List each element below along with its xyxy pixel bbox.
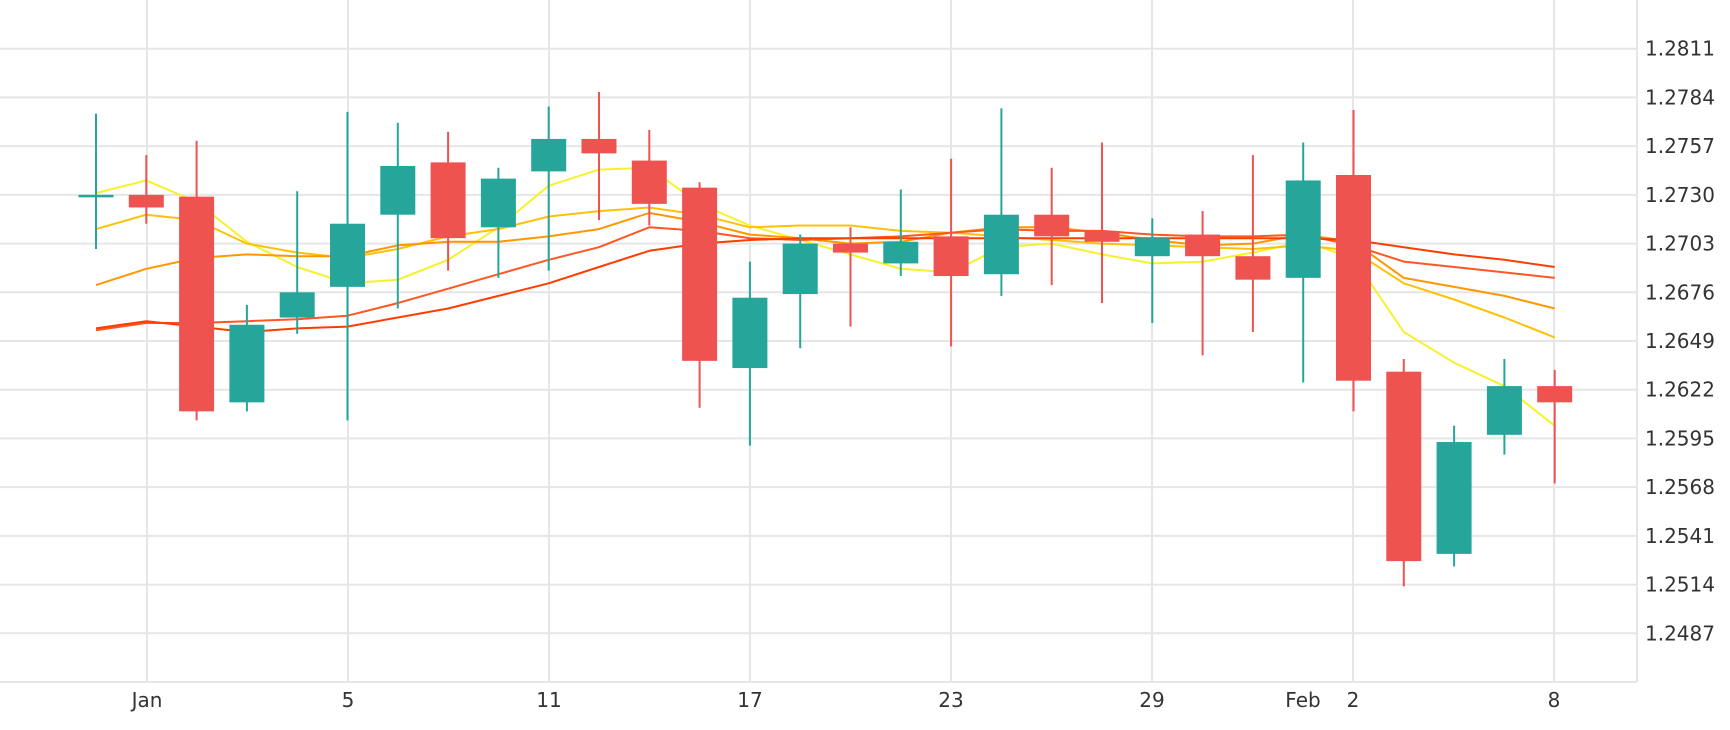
candle-body <box>1034 214 1070 237</box>
candle-body <box>682 187 718 361</box>
moving-average-layer <box>95 166 1556 427</box>
candle-body <box>1436 442 1472 554</box>
candle <box>128 155 164 224</box>
y-tick-label: 1.2676 <box>1645 280 1715 304</box>
candle <box>480 167 516 278</box>
candle-body <box>1084 230 1120 242</box>
candle-body <box>229 324 265 403</box>
x-tick-label: 5 <box>342 688 355 712</box>
candle-body <box>1386 371 1422 562</box>
candle <box>1084 142 1120 304</box>
y-tick-label: 1.2622 <box>1645 378 1715 402</box>
candle <box>179 140 215 421</box>
candle-body <box>1486 386 1522 435</box>
candle-body <box>330 223 365 287</box>
candle-body <box>983 214 1019 275</box>
y-axis-labels: 1.2811 1.2784 1.2757 1.2730 1.2703 1.2676 1.26… <box>1645 37 1715 646</box>
candle <box>732 261 768 446</box>
y-tick-label: 1.2514 <box>1645 573 1715 597</box>
candle <box>833 227 868 327</box>
candle <box>581 92 617 221</box>
candle <box>78 113 114 249</box>
candle <box>883 189 919 277</box>
y-tick-label: 1.2541 <box>1645 524 1715 548</box>
candle <box>631 129 667 226</box>
candle <box>279 191 315 334</box>
candle <box>782 234 818 349</box>
x-tick-label: 29 <box>1139 688 1164 712</box>
y-tick-label: 1.2757 <box>1645 134 1715 158</box>
x-axis-labels: Jan 5 11 17 23 29 Feb 2 8 <box>130 688 1561 712</box>
candle <box>1336 110 1371 412</box>
x-tick-label: Jan <box>130 688 163 712</box>
y-tick-label: 1.2703 <box>1645 232 1715 256</box>
x-tick-label: 17 <box>737 688 762 712</box>
candle-body <box>279 292 315 318</box>
candle <box>1285 142 1321 383</box>
candle <box>1486 359 1522 455</box>
moving-average-line <box>95 166 1556 427</box>
candle-body <box>430 162 466 239</box>
candle <box>330 111 365 421</box>
candle-body <box>631 160 667 204</box>
x-tick-label: 2 <box>1347 688 1360 712</box>
candle-body <box>1537 386 1573 403</box>
candle-layer <box>78 92 1573 587</box>
candle <box>933 158 969 347</box>
y-tick-label: 1.2568 <box>1645 475 1715 499</box>
candle-body <box>128 194 164 208</box>
candle <box>1436 425 1472 567</box>
candle-body <box>581 138 617 154</box>
candle-body <box>531 138 567 172</box>
candle <box>1034 167 1070 286</box>
y-tick-label: 1.2784 <box>1645 85 1715 109</box>
y-tick-label: 1.2487 <box>1645 621 1715 645</box>
candle-body <box>1235 256 1271 280</box>
candle-body <box>732 297 768 369</box>
candle-body <box>480 178 516 228</box>
candle-body <box>933 236 969 277</box>
candle <box>1185 211 1221 356</box>
candle <box>430 131 466 271</box>
candle-body <box>1336 175 1371 381</box>
x-tick-label: 8 <box>1548 688 1561 712</box>
candle-body <box>78 194 114 198</box>
candle <box>1537 369 1573 484</box>
candle-body <box>883 241 919 264</box>
candle-body <box>833 243 868 253</box>
candle-body <box>179 196 215 412</box>
x-tick-label: Feb <box>1285 688 1320 712</box>
candle-body <box>1134 238 1170 257</box>
y-tick-label: 1.2811 <box>1645 37 1715 61</box>
x-tick-label: 23 <box>938 688 963 712</box>
candle <box>380 122 416 309</box>
candle <box>1235 155 1271 332</box>
candle <box>983 108 1019 296</box>
moving-average-line <box>95 211 1555 310</box>
grid-layer <box>0 0 1638 683</box>
candle <box>531 106 567 271</box>
candle-body <box>380 165 416 215</box>
x-tick-label: 11 <box>536 688 561 712</box>
y-tick-label: 1.2649 <box>1645 329 1715 353</box>
candle-body <box>1285 180 1321 278</box>
candle-body <box>782 243 818 295</box>
candle <box>1134 218 1170 323</box>
candle <box>1386 359 1422 587</box>
y-tick-label: 1.2595 <box>1645 426 1715 450</box>
candle-body <box>1185 234 1221 257</box>
y-tick-label: 1.2730 <box>1645 183 1715 207</box>
candle <box>682 182 718 408</box>
candle <box>229 304 265 412</box>
